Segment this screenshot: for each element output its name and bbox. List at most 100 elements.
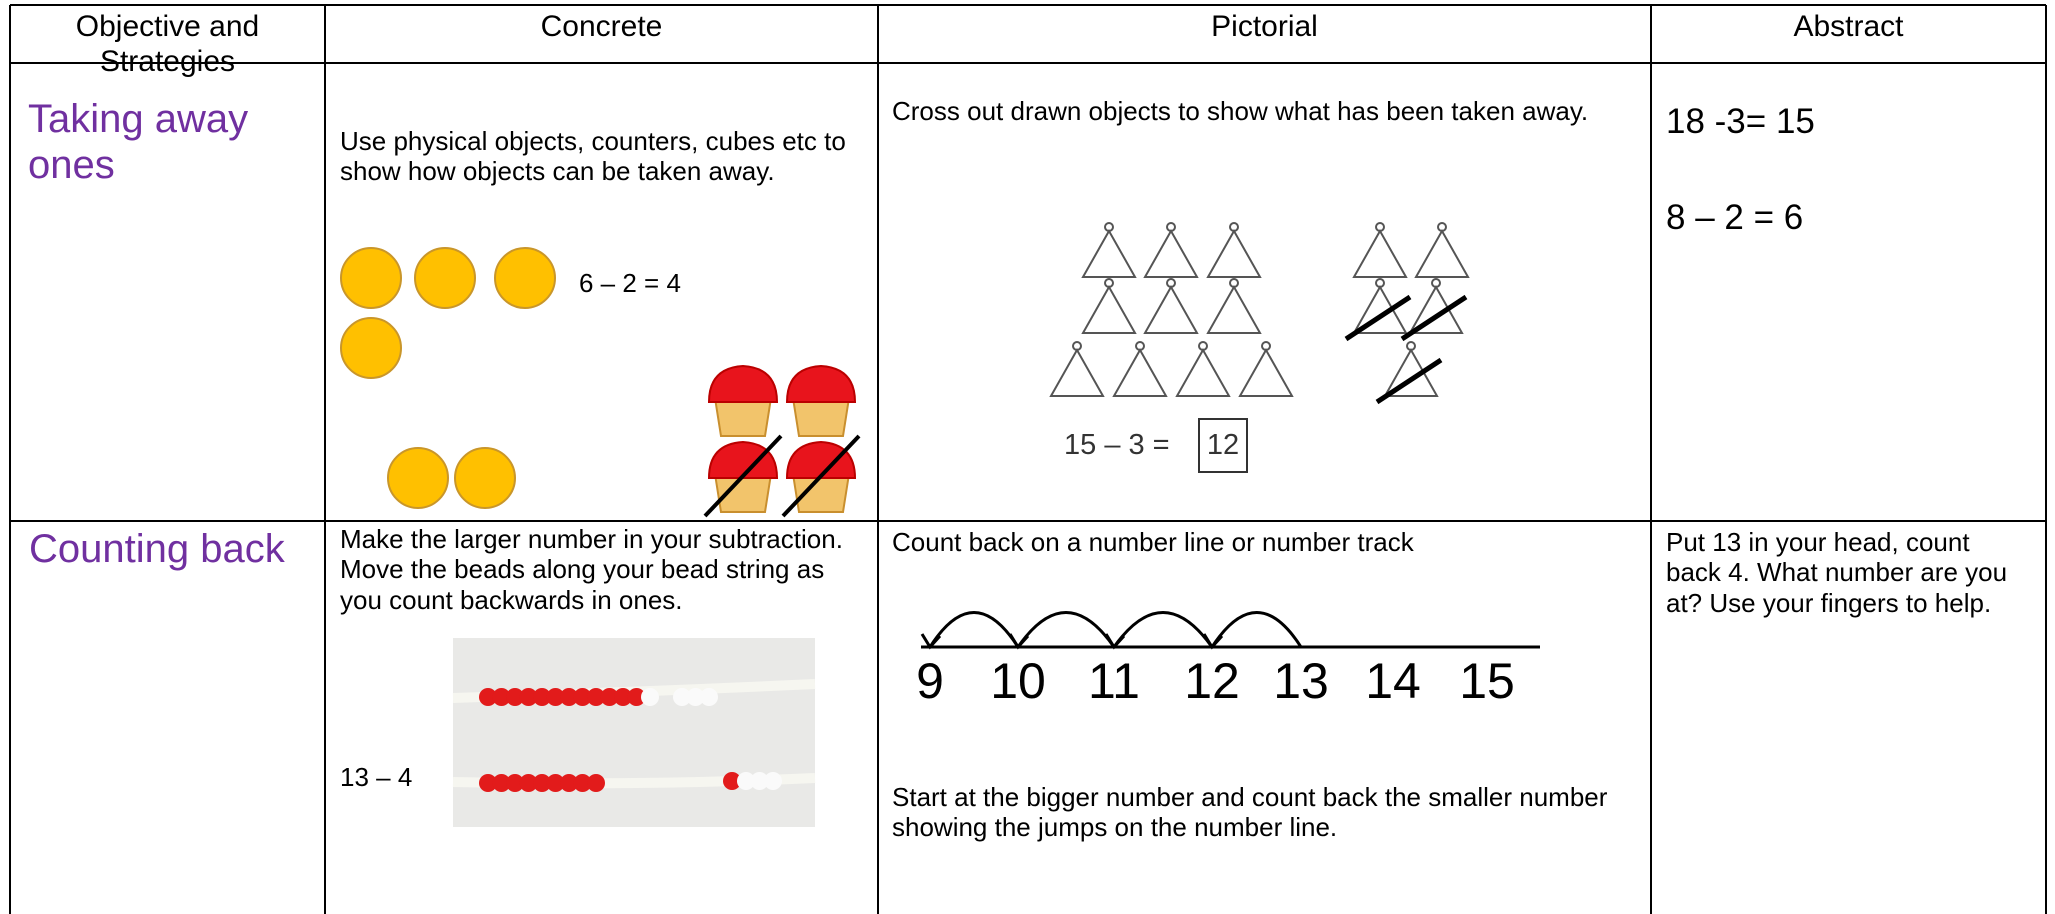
counter [454,447,516,509]
answer-box [1198,418,1248,473]
pictorial-text: Cross out drawn objects to show what has… [892,96,1589,126]
abstract-text: Put 13 in your head, count back 4. What … [1666,527,2008,618]
drawn-object [1166,222,1176,232]
bead [764,772,782,790]
drawn-object [1049,347,1105,397]
drawn-object [1143,228,1199,278]
pictorial-note: Start at the bigger number and count bac… [892,782,1608,843]
bead [519,688,538,706]
answer: 12 [1206,429,1240,461]
cupcakes [703,364,861,518]
bead [723,772,741,790]
drawn-object [1104,278,1114,288]
bead [587,688,605,706]
cupcake-top [785,440,857,479]
bead [600,688,619,706]
cupcake-top [707,364,779,403]
concrete-text: Use physical objects, counters, cubes et… [340,126,846,187]
counters [340,247,556,509]
cupcake-top [785,364,857,403]
cross-out [1344,294,1412,342]
drawn-object [1406,341,1416,351]
bead [492,688,511,706]
drawn-object [1143,284,1199,334]
bead [533,774,551,792]
abstract-equation: 8 – 2 = 6 [1666,198,1804,237]
drawn-object [1431,278,1441,288]
drawn-object [1229,222,1239,232]
counter [414,247,476,309]
counter [494,247,556,309]
drawn-object [1352,228,1408,278]
drawn-object [1206,228,1262,278]
bead [533,688,551,706]
cupcake-case [791,473,851,513]
bead [560,774,578,792]
drawn-object [1261,341,1271,351]
bead [587,774,605,792]
drawn-object [1112,347,1168,397]
bead [750,772,769,790]
drawn-object [1081,284,1137,334]
drawn-objects [1049,222,1470,405]
bead [560,688,578,706]
abstract-equation: 18 -3= 15 [1666,102,1815,141]
number-line-label: 10 [990,653,1046,709]
concrete-text: Make the larger number in your subtracti… [340,524,843,615]
equation: 13 – 4 [340,762,413,792]
bead [479,774,497,792]
bead [546,688,565,706]
drawn-object [1081,228,1137,278]
drawn-object [1104,222,1114,232]
cupcake-case [713,397,773,437]
counter [340,247,402,309]
objective: Counting back [29,527,285,571]
drawn-object [1198,341,1208,351]
objective: Taking away ones [28,97,249,187]
bead [673,688,691,706]
bead [506,774,524,792]
drawn-object [1414,228,1470,278]
bead [737,772,755,790]
header-cell: Objective and Strategies [75,10,260,78]
header-cell: Pictorial [1211,10,1318,43]
bead [573,688,592,706]
equation: 6 – 2 = 4 [579,268,681,298]
bead [641,688,659,706]
bead [627,688,646,706]
number-line-label: 14 [1365,653,1421,709]
number-line-label: 12 [1184,653,1240,709]
header-cell: Concrete [540,10,663,43]
header-cell: Abstract [1793,10,1904,43]
cupcake-case [713,473,773,513]
cross-out [781,434,861,518]
cross-out [1375,357,1443,405]
drawn-object [1375,278,1385,288]
table-grid [9,4,2047,914]
bead [506,688,524,706]
equation: 15 – 3 = [1064,429,1170,461]
counter [387,447,449,509]
drawn-object [1072,341,1082,351]
drawn-object [1375,222,1385,232]
cupcake-case [791,397,851,437]
drawn-object [1135,341,1145,351]
drawn-object [1166,278,1176,288]
pictorial-text: Count back on a number line or number tr… [892,527,1414,557]
bead [492,774,511,792]
bead [546,774,565,792]
drawn-object [1238,347,1294,397]
bead-photo [452,638,816,827]
bead [686,688,705,706]
bead [479,688,497,706]
drawn-object [1437,222,1447,232]
cross-out [1400,294,1468,342]
bead [700,688,718,706]
drawn-object [1175,347,1231,397]
number-line-label: 13 [1273,653,1329,709]
number-line-label: 11 [1088,653,1140,709]
bead [573,774,592,792]
bead [614,688,632,706]
